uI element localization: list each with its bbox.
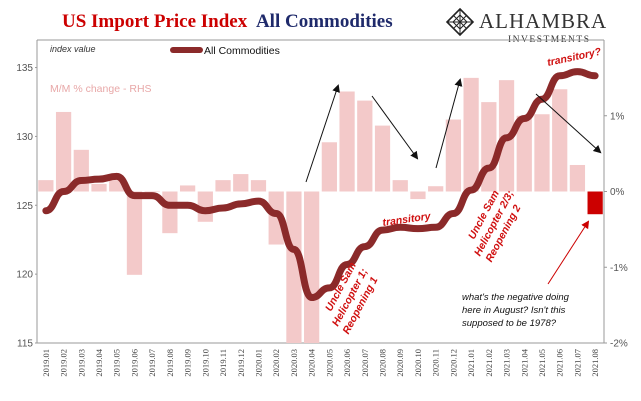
bar-2020.05 [321,142,337,192]
x-tick-label: 2021.07 [572,349,582,377]
right-tick-label: -1% [610,263,628,274]
index-line-series [42,68,599,302]
logo-name: ALHAMBRA [479,9,607,33]
arrow-down-2021 [535,93,602,154]
bar-2020.03 [286,191,302,343]
x-tick-label: 2020.11 [431,349,441,376]
x-tick-label: 2019.10 [200,349,210,377]
chart-title: US Import Price Index All Commodities [62,11,393,32]
x-tick-label: 2020.01 [253,349,263,377]
x-tick-label: 2019.08 [165,349,175,377]
left-axis-ticks: 115 120 125 130 135 [16,63,37,350]
arrow-red-august [547,220,590,285]
bar-2021.04 [516,115,532,192]
bar-2020.10 [410,191,426,200]
x-tick-label: 2019.06 [129,349,139,377]
x-tick-label: 2020.09 [395,349,405,377]
x-tick-label: 2019.11 [218,349,228,376]
left-tick-label: 135 [16,63,33,74]
annotation-negative-question: what's the negative doing here in August… [462,292,570,329]
annotation-negative-line-1: what's the negative doing [462,292,570,303]
x-tick-label: 2021.04 [519,348,529,376]
annotation-uncle-sam-23: Uncle Sam Helicopter 2/3; Reopening 2 [466,188,524,264]
left-tick-label: 130 [16,132,33,143]
bar-2019.07 [144,191,160,192]
x-tick-label: 2020.03 [289,349,299,377]
bar-2020.07 [357,100,373,192]
x-tick-label: 2019.05 [112,349,122,377]
bar-2020.11 [428,186,444,192]
x-tick-label: 2021.02 [484,349,494,377]
x-tick-label: 2019.03 [76,349,86,377]
x-tick-label: 2020.06 [342,349,352,377]
x-tick-label: 2021.06 [555,349,565,377]
title-part-1: US Import Price Index [62,11,248,32]
right-axis-ticks: -2% -1% 0% 1% [604,111,628,350]
x-tick-label: 2020.12 [448,349,458,377]
x-tick-label: 2020.05 [324,349,334,377]
rhs-label: M/M % change - RHS [50,83,152,95]
bar-2019.06 [126,191,143,275]
x-tick-label: 2021.01 [466,349,476,377]
title-part-2: All Commodities [256,11,393,32]
bar-2019.09 [179,185,196,192]
annotation-negative-line-3: supposed to be 1978? [462,318,557,329]
x-tick-label: 2020.07 [360,349,370,377]
bar-2019.08 [162,191,178,234]
bar-2020.12 [445,119,462,192]
left-tick-label: 115 [17,339,33,350]
bar-2019.11 [215,180,231,192]
bar-2019.10 [197,191,213,222]
x-tick-label: 2019.04 [94,348,104,376]
annotation-negative-line-2: here in August? Isn't this [462,305,566,316]
x-tick-label: 2019.07 [147,349,157,377]
x-tick-label: 2020.08 [378,349,388,377]
right-tick-label: -2% [610,339,628,350]
bar-2020.01 [250,180,267,192]
bar-2019.04 [91,183,107,192]
x-tick-label: 2019.01 [41,349,51,377]
left-tick-label: 120 [16,270,33,281]
diamond-lattice-icon [445,7,475,37]
arrow-down-2020 [371,95,419,160]
mm-change-bars [38,77,603,343]
bar-2020.08 [374,125,391,192]
legend-label: All Commodities [204,45,280,57]
annotation-arrows [305,78,602,285]
x-tick-label: 2021.03 [502,349,512,377]
left-tick-label: 125 [16,201,33,212]
x-tick-label: 2019.12 [236,349,246,377]
bar-2021.05 [534,114,550,192]
x-tick-label: 2020.02 [271,349,281,377]
bar-2019.12 [233,174,249,192]
x-tick-label: 2019.09 [183,349,193,377]
annotation-transitory-question: transitory? [546,46,603,69]
right-tick-label: 0% [610,187,625,198]
x-tick-label: 2019.02 [59,349,69,377]
x-tick-label: 2021.08 [590,349,600,377]
bar-2019.02 [55,111,72,192]
arrow-up-2020-11 [435,78,463,169]
left-axis-label: index value [50,44,96,54]
right-tick-label: 1% [610,111,625,122]
x-tick-label: 2020.10 [413,349,423,377]
bar-2021.01 [463,77,479,192]
x-axis-ticks: 2019.01 2019.02 2019.03 2019.04 2019.05 2019.… [41,348,600,376]
bar-2019.05 [109,180,125,192]
bar-2020.02 [268,191,284,245]
bar-2020.06 [339,91,355,192]
x-tick-label: 2021.05 [537,349,547,377]
x-tick-label: 2020.04 [307,348,317,376]
bar-2020.09 [392,180,408,192]
bar-2021.06 [552,89,568,192]
annotation-uncle-sam-1: Uncle Sam Helicopter 1; Reopening 1 [323,260,381,336]
bar-2021.07 [569,164,586,192]
arrow-up-2020 [305,84,340,183]
bar-2020.04 [304,191,320,343]
bar-2019.01 [38,180,54,192]
bar-2021.08 [587,191,603,215]
legend: All Commodities [170,45,280,57]
